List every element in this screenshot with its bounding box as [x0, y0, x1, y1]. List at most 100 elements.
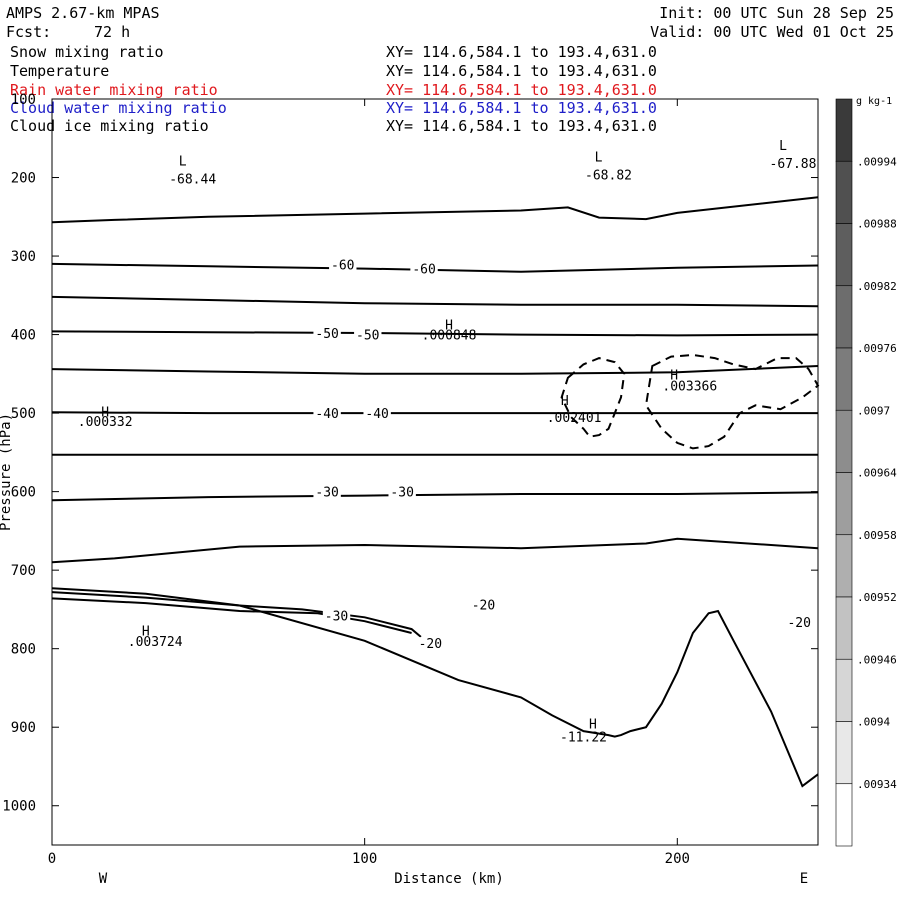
colorbar-label-2: .00982 — [857, 280, 897, 293]
isotherm-label-6: -30 — [315, 486, 338, 501]
mixing-ratio-label-3: .003366 — [662, 380, 717, 395]
low-marker-0: L — [179, 155, 187, 170]
isotherm-line-9 — [51, 591, 422, 638]
colorbar-swatch-7 — [835, 534, 853, 598]
colorbar-unit: g kg-1 — [856, 96, 892, 107]
y-tick-label-2: 300 — [11, 249, 36, 265]
colorbar-label-8: .00946 — [857, 653, 897, 666]
low-value-2: -67.88 — [770, 157, 817, 172]
isotherm-label-9-bg — [416, 637, 445, 653]
colorbar-swatch-0 — [835, 98, 853, 162]
model-title: AMPS 2.67-km MPAS — [6, 4, 160, 22]
high-marker-2: H — [561, 394, 569, 409]
east-label: E — [800, 871, 808, 887]
isotherm-label-1-bg — [410, 262, 438, 278]
x-tick-label-2: 200 — [665, 851, 690, 867]
colorbar-label-6: .00958 — [857, 529, 897, 542]
field-range-cloud-ice: XY= 114.6,584.1 to 193.4,631.0 — [386, 117, 657, 135]
isotherm-label-4: -40 — [315, 407, 338, 422]
colorbar-swatch-4 — [835, 347, 853, 411]
x-axis-label: Distance (km) — [394, 871, 504, 887]
low-value-1: -68.82 — [585, 169, 632, 184]
field-name-rain: Rain water mixing ratio — [10, 81, 218, 99]
isotherm-line-4 — [51, 365, 819, 375]
y-tick-label-3: 400 — [11, 328, 36, 344]
west-label: W — [99, 871, 108, 887]
isotherm-label-5: -40 — [365, 407, 388, 422]
colorbar-swatch-6 — [835, 472, 853, 536]
colorbar-label-4: .0097 — [857, 404, 890, 417]
high-marker-0: H — [101, 406, 109, 421]
low-marker-2: L — [779, 139, 787, 154]
isotherm-label-3-bg — [354, 328, 382, 344]
field-name-cloud-ice: Cloud ice mixing ratio — [10, 117, 209, 135]
y-tick-label-7: 800 — [11, 642, 36, 658]
high-marker-5: H — [589, 717, 597, 732]
colorbar-swatch-9 — [835, 658, 853, 722]
isotherm-label-9: -20 — [419, 637, 442, 652]
cloud-ice-contour-0 — [560, 357, 626, 438]
isotherm-label-2-bg — [313, 327, 341, 343]
high-marker-4: H — [142, 625, 150, 640]
y-tick-label-8: 900 — [11, 720, 36, 736]
mixing-ratio-label-4: .003724 — [128, 635, 183, 650]
field-range-snow: XY= 114.6,584.1 to 193.4,631.0 — [386, 43, 657, 61]
field-name-cloud-water: Cloud water mixing ratio — [10, 99, 227, 117]
colorbar-label-0: .00994 — [857, 155, 897, 168]
isotherm-line-2 — [51, 295, 819, 308]
isotherm-label-8: -30 — [325, 610, 348, 625]
colorbar-swatch-11 — [835, 783, 853, 847]
y-axis-label: Pressure (hPa) — [0, 413, 14, 531]
isotherm-line-8 — [51, 537, 819, 564]
init-time: Init: 00 UTC Sun 28 Sep 25 — [659, 4, 894, 22]
field-range-temperature: XY= 114.6,584.1 to 193.4,631.0 — [386, 62, 657, 80]
field-name-temperature: Temperature — [10, 62, 110, 80]
mixing-ratio-label-1: .000848 — [422, 329, 477, 344]
colorbar-swatch-1 — [835, 160, 853, 224]
colorbar-label-5: .00964 — [857, 467, 897, 480]
mixing-ratio-label-0: .000332 — [78, 415, 133, 430]
isotherm-label-0: -60 — [331, 259, 354, 274]
colorbar-label-9: .0094 — [857, 716, 890, 729]
forecast-hours: 72 h — [94, 23, 131, 41]
isotherm-label-1: -60 — [412, 263, 435, 278]
colorbar-label-10: .00934 — [857, 778, 897, 791]
y-tick-label-0: 100 — [11, 92, 36, 108]
colorbar-label-3: .00976 — [857, 342, 897, 355]
field-range-cloud-water: XY= 114.6,584.1 to 193.4,631.0 — [386, 99, 657, 117]
plot-frame — [51, 98, 819, 846]
isotherm-line-3 — [51, 330, 819, 337]
high-marker-1: H — [445, 318, 453, 333]
isotherm-line-11 — [51, 587, 819, 788]
field-range-rain: XY= 114.6,584.1 to 193.4,631.0 — [386, 81, 657, 99]
y-tick-label-5: 600 — [11, 485, 36, 501]
colorbar-label-1: .00988 — [857, 218, 897, 231]
y-tick-label-1: 200 — [11, 171, 36, 187]
colorbar-swatch-10 — [835, 721, 853, 785]
colorbar-swatch-5 — [835, 409, 853, 473]
x-tick-label-0: 0 — [48, 851, 56, 867]
isotherm-label-4-bg — [313, 407, 341, 423]
isotherm-line-7 — [51, 491, 819, 502]
forecast-label: Fcst: — [6, 23, 52, 41]
field-name-snow: Snow mixing ratio — [10, 43, 164, 61]
y-tick-label-9: 1000 — [2, 799, 36, 815]
x-tick-label-1: 100 — [352, 851, 377, 867]
isotherm-line-10 — [51, 597, 412, 634]
isotherm-label-10-bg — [469, 598, 498, 614]
isotherm-label-2: -50 — [315, 327, 338, 342]
valid-time: Valid: 00 UTC Wed 01 Oct 25 — [650, 23, 894, 41]
isotherm-label-10: -20 — [472, 599, 495, 614]
colorbar-label-7: .00952 — [857, 591, 897, 604]
isotherm-label-5-bg — [363, 407, 391, 423]
isotherm-label-3: -50 — [356, 329, 379, 344]
low-marker-1: L — [595, 151, 603, 166]
temperature-max-label: -11.22 — [560, 731, 607, 746]
isotherm-label-8-bg — [322, 609, 351, 625]
low-value-0: -68.44 — [169, 173, 216, 188]
mixing-ratio-label-2: .002401 — [547, 411, 602, 426]
isotherm-label-7: -30 — [390, 486, 413, 501]
colorbar-swatch-8 — [835, 596, 853, 660]
isotherm-label-7-bg — [388, 485, 416, 501]
